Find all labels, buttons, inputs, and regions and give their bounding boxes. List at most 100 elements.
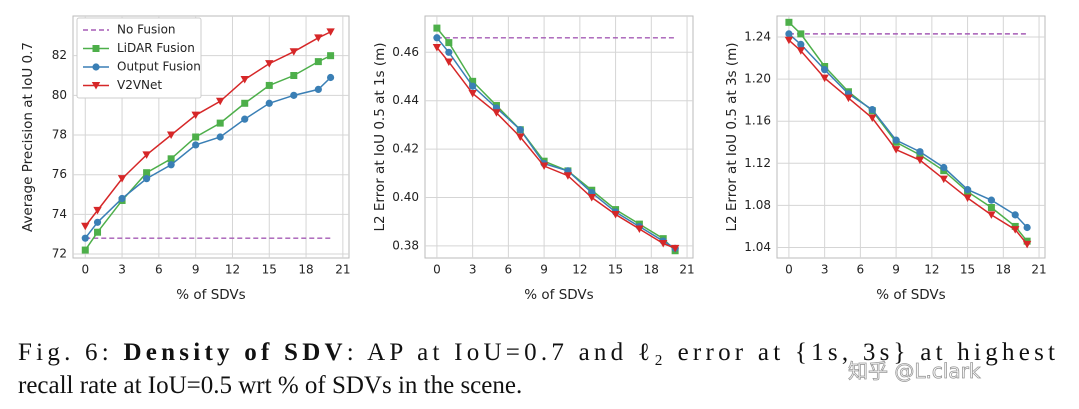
marker xyxy=(444,58,454,66)
x-tick-label: 18 xyxy=(644,263,659,277)
marker xyxy=(240,75,249,84)
x-tick-label: 6 xyxy=(857,263,865,277)
y-axis-label: L2 Error at IoU 0.5 at 3s (m) xyxy=(724,42,740,231)
marker xyxy=(143,169,151,177)
marker xyxy=(469,77,477,85)
marker xyxy=(117,175,127,183)
marker xyxy=(445,48,453,56)
marker xyxy=(469,82,477,90)
marker xyxy=(216,97,225,106)
marker xyxy=(241,99,249,107)
marker xyxy=(516,126,524,134)
marker xyxy=(326,28,335,36)
y-axis-label: L2 Error at IoU 0.5 at 1s (m) xyxy=(372,42,388,231)
marker xyxy=(327,73,335,82)
x-tick-label: 18 xyxy=(298,263,313,277)
caption-bold: Density of SDV xyxy=(123,339,342,366)
y-tick-label: 1.20 xyxy=(744,72,771,86)
marker xyxy=(93,206,102,215)
marker xyxy=(868,114,877,123)
y-tick-label: 82 xyxy=(52,48,67,62)
marker xyxy=(445,39,453,47)
series-line xyxy=(788,21,1028,242)
x-axis-label: % of SDVs xyxy=(876,287,945,303)
marker xyxy=(314,34,323,42)
marker xyxy=(327,52,335,60)
x-tick-label: 12 xyxy=(572,263,587,277)
marker xyxy=(821,66,829,74)
marker xyxy=(167,155,175,163)
marker xyxy=(963,186,972,194)
chart: 72 74 76 78 80 82 0 3 6 9 12 15 18 21 % of SDVs Average… xyxy=(20,15,351,303)
x-tick-label: 12 xyxy=(924,263,939,277)
marker xyxy=(563,172,573,180)
marker xyxy=(468,89,477,98)
series-line xyxy=(436,27,676,252)
marker xyxy=(216,119,224,127)
marker xyxy=(987,211,996,219)
y-tick-label: 1.16 xyxy=(744,114,771,128)
marker xyxy=(167,161,175,169)
marker xyxy=(314,85,322,93)
marker xyxy=(118,194,126,203)
plot-area xyxy=(776,15,1046,259)
marker xyxy=(844,94,853,103)
marker xyxy=(963,194,972,203)
x-tick-label: 15 xyxy=(960,263,975,277)
marker xyxy=(192,133,200,141)
y-tick-label: 1.12 xyxy=(744,156,771,170)
marker xyxy=(142,151,151,159)
caption-line: recall rate at IoU=0.5 wrt % of SDVs in … xyxy=(18,372,522,399)
x-tick-label: 9 xyxy=(540,263,548,277)
x-tick-label: 21 xyxy=(335,263,350,277)
marker xyxy=(785,30,793,38)
marker xyxy=(670,244,680,253)
marker xyxy=(635,225,644,233)
x-axis-label: % of SDVs xyxy=(176,287,245,303)
marker xyxy=(1011,226,1020,234)
marker xyxy=(659,239,668,248)
y-tick-label: 1.08 xyxy=(744,198,771,212)
x-tick-label: 18 xyxy=(996,263,1011,277)
caption-label: Fig. 6: xyxy=(18,339,109,366)
y-tick-label: 0.38 xyxy=(392,238,419,252)
y-tick-label: 0.42 xyxy=(392,142,419,156)
marker xyxy=(81,246,89,254)
series-line xyxy=(788,33,1028,229)
marker xyxy=(241,115,249,123)
marker xyxy=(784,36,794,45)
marker xyxy=(492,109,501,117)
marker xyxy=(432,43,442,52)
marker xyxy=(939,175,948,184)
legend-marker xyxy=(92,63,100,71)
x-tick-label: 3 xyxy=(118,263,126,277)
y-tick-label: 1.24 xyxy=(744,30,771,44)
marker xyxy=(265,60,274,68)
marker xyxy=(94,228,102,236)
x-tick-label: 21 xyxy=(679,263,694,277)
y-tick-label: 0.44 xyxy=(392,93,419,107)
marker xyxy=(143,175,151,183)
x-tick-label: 6 xyxy=(155,263,163,277)
y-tick-label: 74 xyxy=(52,207,67,221)
legend-label: No Fusion xyxy=(117,23,176,37)
y-tick-label: 80 xyxy=(52,88,67,102)
marker xyxy=(796,47,806,55)
marker xyxy=(290,91,298,99)
y-tick-label: 72 xyxy=(52,247,67,261)
x-tick-label: 3 xyxy=(469,263,477,277)
legend-label: V2VNet xyxy=(117,78,162,92)
marker xyxy=(868,106,876,114)
marker xyxy=(191,111,200,120)
marker xyxy=(216,133,224,141)
marker xyxy=(289,48,298,56)
marker xyxy=(611,210,620,219)
y-tick-label: 0.40 xyxy=(392,190,419,204)
marker xyxy=(892,136,900,144)
marker xyxy=(433,24,441,32)
marker xyxy=(290,72,298,80)
x-tick-label: 6 xyxy=(505,263,513,277)
y-axis-label: Average Precision at IoU 0.7 xyxy=(20,42,36,232)
marker xyxy=(81,222,90,231)
marker xyxy=(1022,240,1032,249)
